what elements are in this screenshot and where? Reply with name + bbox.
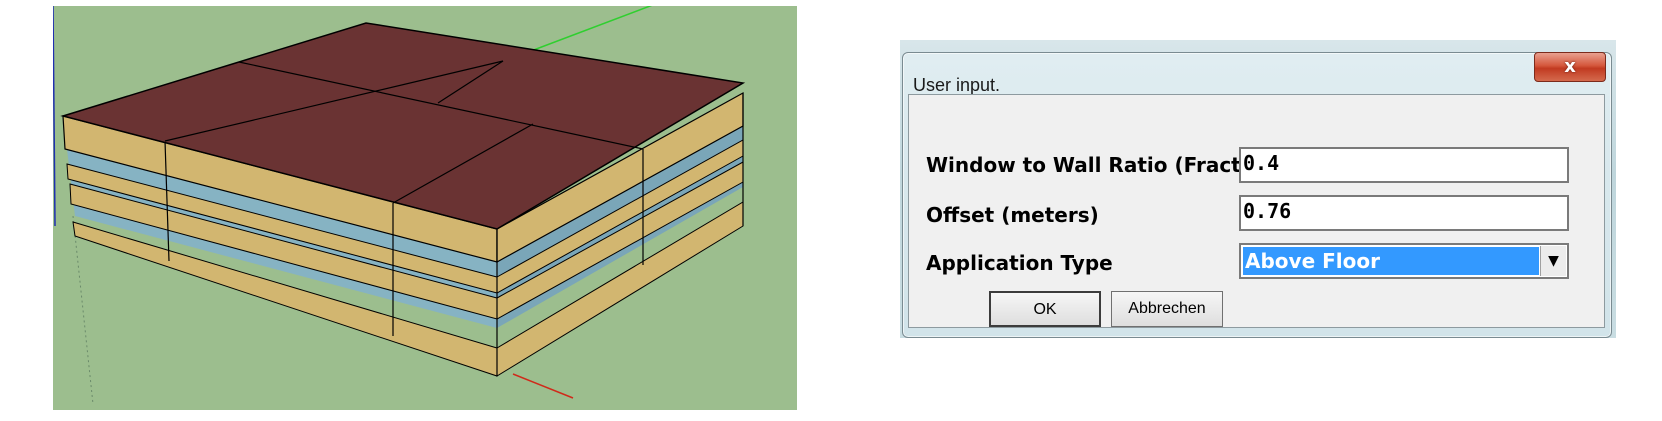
dotted-axis xyxy=(72,215,94,405)
dialog-title: User input. xyxy=(913,75,1001,95)
roof-seam-4 xyxy=(437,60,504,104)
dialog-client-area: Window to Wall Ratio (Fraction) 0.4 Offs… xyxy=(908,94,1605,328)
green-axis xyxy=(522,6,653,55)
application-type-value: Above Floor xyxy=(1243,247,1539,275)
roof-seam-2 xyxy=(164,60,504,142)
red-axis xyxy=(512,373,574,399)
close-icon: x xyxy=(1564,56,1576,77)
chevron-down-icon[interactable]: ▼ xyxy=(1540,246,1566,276)
user-input-dialog: User input. x Window to Wall Ratio (Frac… xyxy=(900,40,1616,338)
roof-seam-1 xyxy=(238,61,644,150)
blue-axis xyxy=(53,6,56,227)
building-model xyxy=(53,6,797,410)
application-type-select[interactable]: Above Floor ▼ xyxy=(1239,243,1569,279)
roof-seam-3 xyxy=(392,123,534,204)
close-button[interactable]: x xyxy=(1534,52,1606,82)
ok-button[interactable]: OK xyxy=(989,291,1101,327)
offset-input[interactable]: 0.76 xyxy=(1239,195,1569,231)
wwr-input[interactable]: 0.4 xyxy=(1239,147,1569,183)
edge-1 xyxy=(164,140,170,262)
cancel-button[interactable]: Abbrechen xyxy=(1111,291,1223,327)
model-viewport[interactable] xyxy=(53,6,797,410)
application-type-label: Application Type xyxy=(926,251,1113,275)
wwr-label: Window to Wall Ratio (Fraction) xyxy=(926,153,1285,177)
offset-label: Offset (meters) xyxy=(926,203,1099,227)
roof xyxy=(60,22,746,230)
